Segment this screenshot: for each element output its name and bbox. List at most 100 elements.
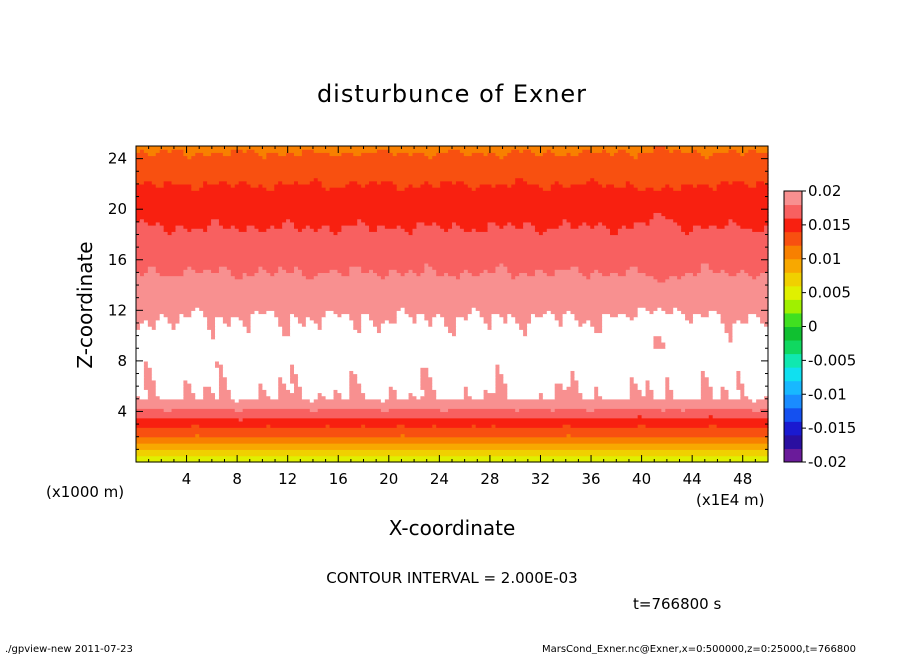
contour-band-cell xyxy=(282,180,295,185)
contour-band-cell xyxy=(586,221,599,226)
contour-band-cell xyxy=(195,269,204,273)
contour-band-cell xyxy=(207,326,216,330)
contour-band-cell xyxy=(531,319,560,324)
contour-band-cell xyxy=(455,180,465,185)
contour-band-cell xyxy=(716,310,769,315)
contour-band-cell xyxy=(349,272,378,277)
contour-band-cell xyxy=(637,424,647,428)
contour-band-cell xyxy=(685,231,690,236)
contour-band-cell xyxy=(191,155,263,160)
contour-band-cell xyxy=(420,395,437,400)
contour-band-cell xyxy=(507,319,516,324)
contour-band-cell xyxy=(230,225,236,229)
contour-band-cell xyxy=(665,408,682,413)
contour-band-cell xyxy=(136,354,769,359)
contour-band-cell xyxy=(665,183,670,188)
contour-band-cell xyxy=(203,228,208,232)
contour-band-cell xyxy=(708,414,714,419)
contour-band-cell xyxy=(420,183,433,188)
contour-band-cell xyxy=(681,187,714,191)
contour-band-cell xyxy=(211,389,220,394)
contour-band-cell xyxy=(136,199,769,204)
contour-band-cell xyxy=(629,376,635,381)
contour-band-cell xyxy=(294,152,303,157)
contour-band-cell xyxy=(136,202,769,207)
contour-band-cell xyxy=(226,180,240,185)
contour-band-cell xyxy=(290,326,319,330)
contour-band-cell xyxy=(191,266,220,270)
x-axis-ticks: 4 8 12 16 20 24 28 32 36 40 44 48 xyxy=(148,146,769,488)
contour-band-cell xyxy=(515,319,532,324)
contour-band-cell xyxy=(756,313,769,318)
contour-band-cell xyxy=(222,373,291,378)
contour-band-cell xyxy=(432,221,437,226)
contour-band-cell xyxy=(163,313,181,318)
contour-band-cell xyxy=(708,376,737,381)
contour-band-cell xyxy=(329,269,339,273)
contour-band-cell xyxy=(136,304,769,308)
contour-band-cell xyxy=(467,386,497,390)
contour-band-cell xyxy=(736,376,741,381)
contour-band-cell xyxy=(594,386,599,390)
contour-band-cell xyxy=(495,269,508,273)
contour-band-cell xyxy=(147,322,157,327)
contour-band-cell xyxy=(136,360,145,365)
contour-band-cell xyxy=(136,386,145,390)
contour-band-cell xyxy=(756,183,769,188)
contour-band-cell xyxy=(400,307,406,311)
contour-band-cell xyxy=(136,243,769,248)
contour-band-cell xyxy=(736,373,741,378)
contour-band-cell xyxy=(645,383,651,387)
contour-band-cell xyxy=(661,307,674,311)
contour-band-cell xyxy=(242,408,311,413)
contour-band-cell xyxy=(452,180,457,185)
contour-band-cell xyxy=(436,269,465,273)
contour-band-cell xyxy=(136,152,149,157)
contour-band-cell xyxy=(590,322,603,327)
contour-band-cell xyxy=(570,424,639,428)
contour-band-cell xyxy=(183,392,196,397)
contour-band-cell xyxy=(266,228,299,232)
contour-band-cell xyxy=(645,386,651,390)
colorbar-tick-label: -0.015 xyxy=(808,419,856,437)
contour-band-cell xyxy=(455,332,524,337)
contour-band-cell xyxy=(491,183,497,188)
x-tick-label: 40 xyxy=(632,470,651,488)
contour-band-cell xyxy=(136,221,149,226)
contour-band-cell xyxy=(254,310,260,315)
contour-band-cell xyxy=(147,152,157,157)
contour-band-cell xyxy=(136,338,655,343)
contour-band-cell xyxy=(412,152,425,157)
contour-band-cell xyxy=(724,386,737,390)
contour-band-cell xyxy=(479,313,493,318)
contour-band-cell xyxy=(625,269,639,273)
contour-band-cell xyxy=(495,376,504,381)
contour-band-cell xyxy=(681,275,753,280)
contour-band-cell xyxy=(653,275,670,280)
contour-band-cell xyxy=(448,408,516,413)
contour-band-cell xyxy=(578,225,591,229)
contour-band-cell xyxy=(692,228,753,232)
contour-band-cell xyxy=(471,310,481,315)
contour-band-cell xyxy=(155,386,184,390)
contour-band-cell xyxy=(388,386,394,390)
contour-band-cell xyxy=(317,322,323,327)
contour-band-cell xyxy=(262,183,275,188)
contour-band-cell xyxy=(136,168,769,172)
colorbar-swatch xyxy=(784,285,802,300)
contour-band-cell xyxy=(744,180,757,185)
contour-band-cell xyxy=(740,152,745,157)
contour-band-cell xyxy=(523,332,528,337)
contour-band-cell xyxy=(136,164,769,169)
contour-band-cell xyxy=(708,266,769,270)
contour-band-cell xyxy=(297,228,303,232)
contour-band-cell xyxy=(432,383,497,387)
contour-band-cell xyxy=(230,272,244,277)
contour-band-cell xyxy=(550,408,556,413)
contour-band-cell xyxy=(606,183,615,188)
contour-band-cell xyxy=(155,379,184,384)
contour-band-cell xyxy=(574,373,702,378)
contour-band-cell xyxy=(136,307,196,311)
contour-band-cell xyxy=(325,313,339,318)
contour-band-cell xyxy=(136,370,145,375)
